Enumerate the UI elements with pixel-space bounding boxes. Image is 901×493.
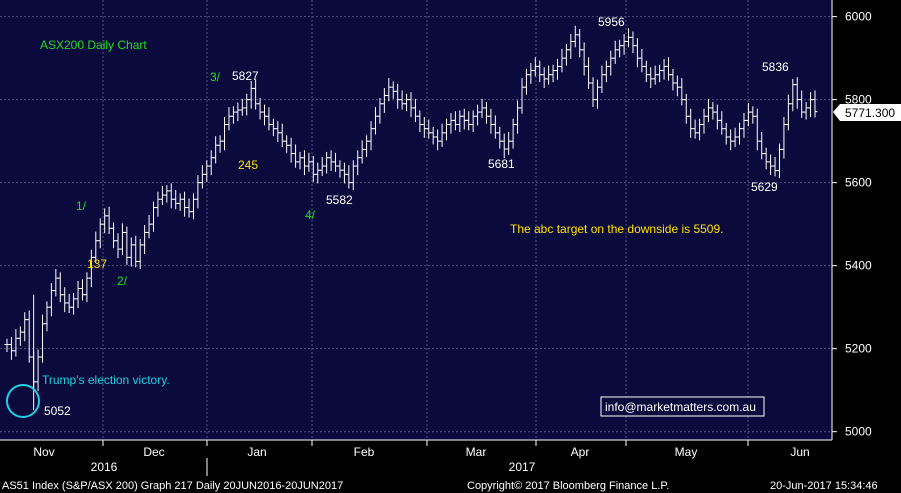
last-price-marker: 5771.300 xyxy=(833,104,901,121)
annotation-5827: 5827 xyxy=(232,69,259,83)
annotation-5956: 5956 xyxy=(598,15,625,29)
y-tick-label: 5600 xyxy=(845,176,872,190)
contact-email: info@marketmatters.com.au xyxy=(605,400,756,414)
y-tick-label: 5000 xyxy=(845,425,872,439)
annotation-abc-target: The abc target on the downside is 5509. xyxy=(510,222,723,236)
y-axis-ticks: 5000 5200 5400 5600 5800 6000 xyxy=(832,10,872,439)
annotation-wave-1: 1/ xyxy=(76,199,87,213)
chart-title: ASX200 Daily Chart xyxy=(40,38,147,52)
x-month-label: Apr xyxy=(571,445,590,459)
annotation-137: 137 xyxy=(87,257,107,271)
x-month-label: Nov xyxy=(33,445,54,459)
footer: AS51 Index (S&P/ASX 200) Graph 217 Daily… xyxy=(2,480,878,492)
y-tick-label: 5200 xyxy=(845,342,872,356)
annotations: 5052 1/ 137 2/ 3/ 5827 245 5582 4/ 5681 … xyxy=(6,15,789,418)
footer-left: AS51 Index (S&P/ASX 200) Graph 217 Daily… xyxy=(2,480,343,492)
price-bars xyxy=(4,25,818,411)
x-month-label: Dec xyxy=(143,445,164,459)
annotation-election: Trump's election victory. xyxy=(42,373,170,387)
annotation-5836: 5836 xyxy=(762,60,789,74)
x-month-label: Jan xyxy=(247,445,266,459)
y-tick-label: 5400 xyxy=(845,259,872,273)
annotation-5681: 5681 xyxy=(488,157,515,171)
x-month-label: Feb xyxy=(354,445,375,459)
footer-center: Copyright© 2017 Bloomberg Finance L.P. xyxy=(467,480,669,492)
y-tick-label: 6000 xyxy=(845,10,872,24)
annotation-wave-4: 4/ xyxy=(305,208,316,222)
x-month-label: May xyxy=(675,445,698,459)
annotation-5052: 5052 xyxy=(44,404,71,418)
ohlc-bar xyxy=(812,90,818,118)
x-month-label: Mar xyxy=(466,445,487,459)
x-year-label: 2016 xyxy=(91,460,118,474)
email-box xyxy=(600,396,765,417)
annotation-wave-3: 3/ xyxy=(210,70,221,84)
annotation-5582: 5582 xyxy=(326,193,353,207)
election-low-circle xyxy=(6,384,40,418)
last-price-tag xyxy=(833,104,901,121)
last-price-label: 5771.300 xyxy=(845,106,895,120)
x-year-label: 2017 xyxy=(509,460,536,474)
grid-lines xyxy=(0,0,832,440)
annotation-245: 245 xyxy=(238,158,258,172)
annotation-wave-2: 2/ xyxy=(117,274,128,288)
footer-right: 20-Jun-2017 15:34:46 xyxy=(770,480,878,492)
x-month-label: Jun xyxy=(790,445,809,459)
annotation-5629: 5629 xyxy=(751,180,778,194)
plot-background xyxy=(0,0,832,440)
x-axis-ticks: Nov Dec Jan Feb Mar Apr May Jun 2016 2017 xyxy=(33,440,810,476)
y-tick-label: 5800 xyxy=(845,93,872,107)
